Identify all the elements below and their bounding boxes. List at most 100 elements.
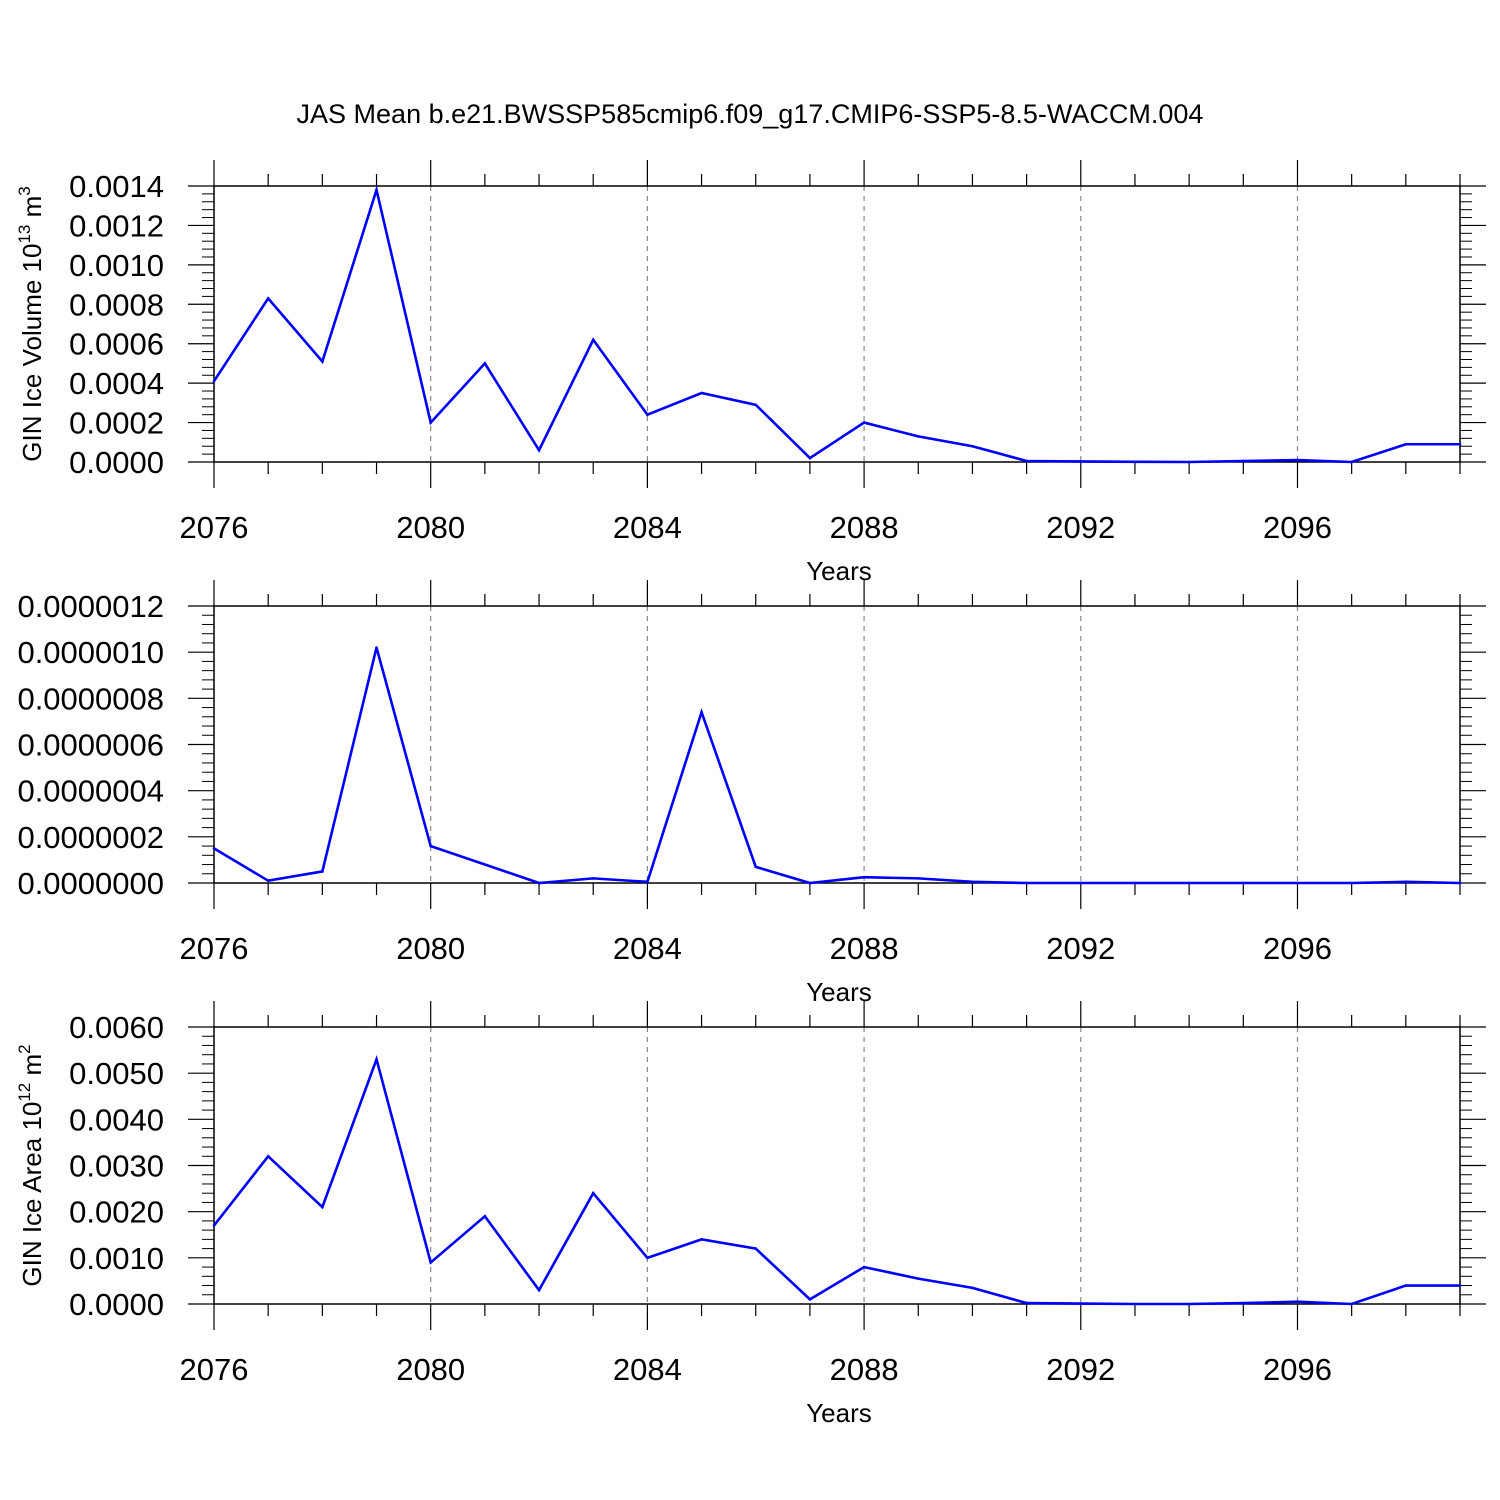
data-point-2086 (754, 403, 758, 407)
x-tick-label-2096: 2096 (1263, 510, 1332, 545)
data-point-2091 (1025, 1301, 1028, 1305)
data-point-2079 (375, 646, 378, 649)
y-tick-label-0.0002: 0.0002 (69, 406, 164, 441)
figure-title: JAS Mean b.e21.BWSSP585cmip6.f09_g17.CMI… (297, 99, 1204, 129)
x-tick-label-2076: 2076 (180, 1352, 249, 1387)
y-tick-label-0.0010: 0.0010 (69, 1241, 164, 1276)
series-line-1 (212, 1055, 1460, 1306)
data-point-2084 (646, 413, 649, 416)
data-point-2084 (646, 1256, 649, 1260)
panel-2: 2076 2080 2084 2088 2092 2096 Years 0.0000000 0.… (17, 580, 1486, 1007)
data-point-2086 (754, 865, 758, 869)
x-tick-label-2076: 2076 (180, 931, 249, 966)
y-tick-label-0.0010: 0.0010 (69, 248, 164, 283)
data-point-2096 (1296, 1300, 1299, 1303)
x-tick-label-2084: 2084 (613, 510, 682, 545)
data-point-2079 (375, 188, 378, 192)
data-point-2098 (1404, 1284, 1408, 1287)
y-tick-label-0.0000008: 0.0000008 (17, 681, 164, 716)
panel-3: 2076 2080 2084 2088 2092 2096 Years 0.0000 0.001… (15, 1001, 1486, 1428)
data-point-2084 (646, 880, 649, 884)
data-point-2093 (1133, 1302, 1137, 1306)
data-point-2097 (1350, 1302, 1353, 1306)
data-point-2087 (808, 1298, 812, 1301)
y-axis-label-unit: m (17, 196, 47, 225)
y-tick-label-0.0060: 0.0060 (69, 1010, 164, 1045)
y-tick-label-0.0000: 0.0000 (69, 445, 164, 480)
y-tick-label-0.0008: 0.0008 (69, 287, 164, 322)
data-point-2079 (375, 1058, 378, 1061)
data-point-2082 (537, 881, 541, 885)
x-tick-label-2088: 2088 (830, 931, 899, 966)
data-point-2090 (971, 880, 974, 884)
data-point-2081 (483, 1214, 487, 1218)
data-point-2082 (537, 448, 541, 452)
y-axis-label-text: GIN Ice Area 10 (17, 1102, 47, 1287)
data-point-2097 (1350, 460, 1353, 464)
y-axis-label-unit-exponent: 3 (15, 186, 34, 195)
data-point-2085 (700, 1238, 703, 1241)
data-point-2078 (321, 360, 324, 363)
data-point-2089 (916, 435, 920, 438)
x-tick-label-2096: 2096 (1263, 1352, 1332, 1387)
y-tick-label-0.0012: 0.0012 (69, 208, 164, 243)
panels: 2076 2080 2084 2088 2092 2096 Years 0.0000 0.000… (15, 160, 1486, 1428)
y-axis-label: GIN Ice Area 1012 m2 (15, 1044, 47, 1286)
data-point-2095 (1242, 459, 1245, 463)
y-tick-label-0.0000004: 0.0000004 (17, 774, 164, 809)
x-axis-label: Years (806, 556, 872, 586)
data-point-2083 (591, 1191, 595, 1195)
data-point-2078 (321, 870, 324, 873)
data-point-2088 (862, 875, 866, 879)
data-point-2086 (754, 1247, 758, 1250)
y-tick-label-0.0000000: 0.0000000 (17, 866, 164, 901)
x-tick-label-2096: 2096 (1263, 931, 1332, 966)
data-point-2076 (212, 1224, 216, 1227)
data-point-2077 (266, 879, 270, 882)
data-point-2077 (266, 1154, 270, 1158)
data-point-2087 (808, 881, 812, 885)
data-point-2081 (483, 362, 487, 365)
y-tick-label-0.0000: 0.0000 (69, 1287, 164, 1322)
data-point-2082 (537, 1288, 541, 1292)
data-point-2088 (862, 421, 866, 424)
y-tick-label-0.0000002: 0.0000002 (17, 820, 164, 855)
x-axis-label: Years (806, 1398, 872, 1428)
data-point-2080 (429, 844, 432, 848)
x-tick-label-2084: 2084 (613, 931, 682, 966)
y-tick-label-0.0040: 0.0040 (69, 1102, 164, 1137)
data-point-2098 (1404, 442, 1408, 446)
y-tick-label-0.0050: 0.0050 (69, 1056, 164, 1091)
data-point-2099 (1458, 442, 1462, 446)
y-tick-label-0.0030: 0.0030 (69, 1149, 164, 1184)
data-point-2080 (429, 421, 432, 424)
data-point-2089 (916, 877, 920, 880)
x-tick-label-2088: 2088 (830, 510, 899, 545)
y-axis-label-unit-exponent: 2 (15, 1044, 34, 1053)
data-point-2077 (266, 297, 270, 300)
x-tick-label-2076: 2076 (180, 510, 249, 545)
y-tick-label-0.0006: 0.0006 (69, 327, 164, 362)
panel-1: 2076 2080 2084 2088 2092 2096 Years 0.0000 0.000… (15, 160, 1486, 586)
y-axis-label-text: GIN Ice Volume 10 (17, 244, 47, 462)
data-point-2076 (212, 379, 216, 383)
series-line-1 (213, 647, 1461, 885)
data-point-2083 (591, 338, 595, 342)
y-tick-label-0.0014: 0.0014 (69, 169, 164, 204)
data-point-2099 (1458, 1284, 1462, 1287)
series-line-1 (212, 185, 1460, 464)
data-point-2090 (971, 444, 974, 448)
x-tick-label-2092: 2092 (1046, 1352, 1115, 1387)
x-tick-label-2084: 2084 (613, 1352, 682, 1387)
data-point-2089 (916, 1277, 920, 1280)
data-point-2092 (1079, 1302, 1083, 1305)
data-point-2091 (1025, 881, 1028, 885)
data-point-2094 (1187, 881, 1191, 885)
x-tick-label-2080: 2080 (396, 1352, 465, 1387)
y-axis-label-exponent: 12 (15, 1083, 34, 1102)
y-tick-label-0.0000010: 0.0000010 (17, 635, 164, 670)
data-point-2095 (1242, 881, 1245, 885)
y-tick-label-0.0004: 0.0004 (69, 366, 164, 401)
